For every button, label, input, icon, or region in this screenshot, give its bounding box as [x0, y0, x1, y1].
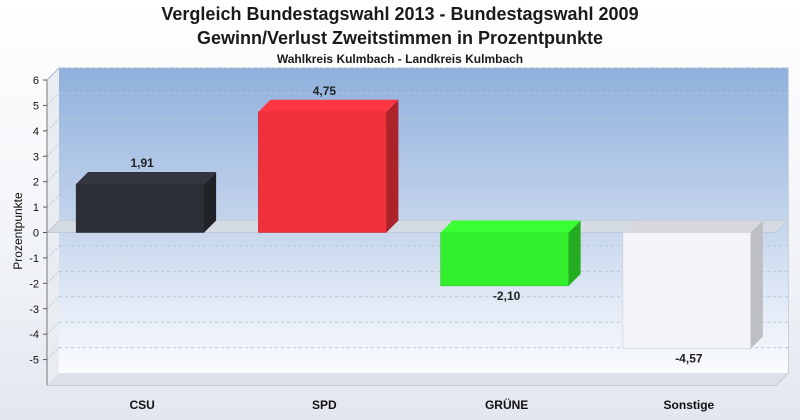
bar-front — [622, 232, 752, 349]
gridline-depth — [46, 169, 60, 183]
bar-top — [622, 220, 763, 233]
y-tick-label: 6 — [33, 75, 39, 87]
chart-title-block: Vergleich Bundestagswahl 2013 - Bundesta… — [0, 2, 800, 67]
bar-side — [750, 220, 763, 349]
bar-value-label: 4,75 — [313, 84, 337, 98]
bar-front — [440, 232, 569, 287]
y-tick-label: 1 — [33, 202, 39, 214]
y-axis-ticks: 6 5 4 3 2 1 0 -1 -2 -3 -4 -5 — [29, 75, 48, 385]
y-tick-label: -3 — [29, 304, 39, 316]
y-tick-label: 2 — [33, 177, 39, 189]
bar-side — [568, 220, 581, 286]
bar-value-label: -4,57 — [675, 352, 703, 366]
chart-subsubtitle: Wahlkreis Kulmbach - Landkreis Kulmbach — [276, 52, 524, 66]
chart-title: Vergleich Bundestagswahl 2013 - Bundesta… — [161, 4, 639, 24]
gridlines — [45, 67, 790, 360]
y-tick-label: 3 — [33, 151, 39, 163]
bar-value-label: 1,91 — [130, 156, 154, 170]
gridline-depth — [46, 296, 60, 310]
bar-value-label: -2,10 — [493, 289, 521, 303]
bar-top — [440, 220, 581, 233]
bar-front — [258, 111, 387, 233]
y-tick-label: -2 — [29, 278, 39, 290]
gridline-depth — [46, 93, 60, 106]
gridline-depth — [46, 194, 60, 208]
x-tick-label: CSU — [129, 398, 154, 412]
gridline-depth — [46, 67, 60, 81]
y-tick-label: -1 — [29, 253, 39, 265]
y-tick-label: 5 — [33, 100, 39, 112]
gridline-depth — [46, 321, 60, 335]
bar-csu: 1,91 — [75, 156, 217, 233]
bar-side — [204, 171, 217, 233]
bar-spd: 4,75 — [258, 84, 399, 233]
bar-side — [386, 99, 399, 233]
chart-subtitle: Gewinn/Verlust Zweitstimmen in Prozentpu… — [196, 28, 604, 48]
y-tick-label: -5 — [29, 355, 39, 367]
x-tick-label: Sonstige — [664, 398, 715, 412]
y-tick-label: -4 — [29, 329, 39, 341]
plot-floor — [47, 373, 788, 385]
y-tick-label: 0 — [33, 228, 39, 240]
bar-sonstige: -4,57 — [622, 220, 763, 366]
x-tick-label: GRÜNE — [485, 397, 528, 412]
bar-top — [76, 171, 217, 184]
gridline-depth — [46, 270, 60, 284]
y-tick-label: 4 — [33, 126, 39, 138]
x-tick-label: SPD — [312, 398, 337, 412]
gridline-depth — [46, 118, 60, 132]
gridline-depth — [46, 143, 60, 157]
bars: 1,91 4,75 -2,10 -4,57 — [75, 84, 763, 366]
gridline-depth — [46, 347, 60, 360]
bar-top — [258, 99, 399, 112]
bar-grüne: -2,10 — [440, 220, 581, 303]
bar-front — [75, 183, 205, 233]
x-axis-labels: CSU SPD GRÜNE Sonstige — [129, 397, 714, 412]
gridline-depth — [46, 245, 60, 259]
